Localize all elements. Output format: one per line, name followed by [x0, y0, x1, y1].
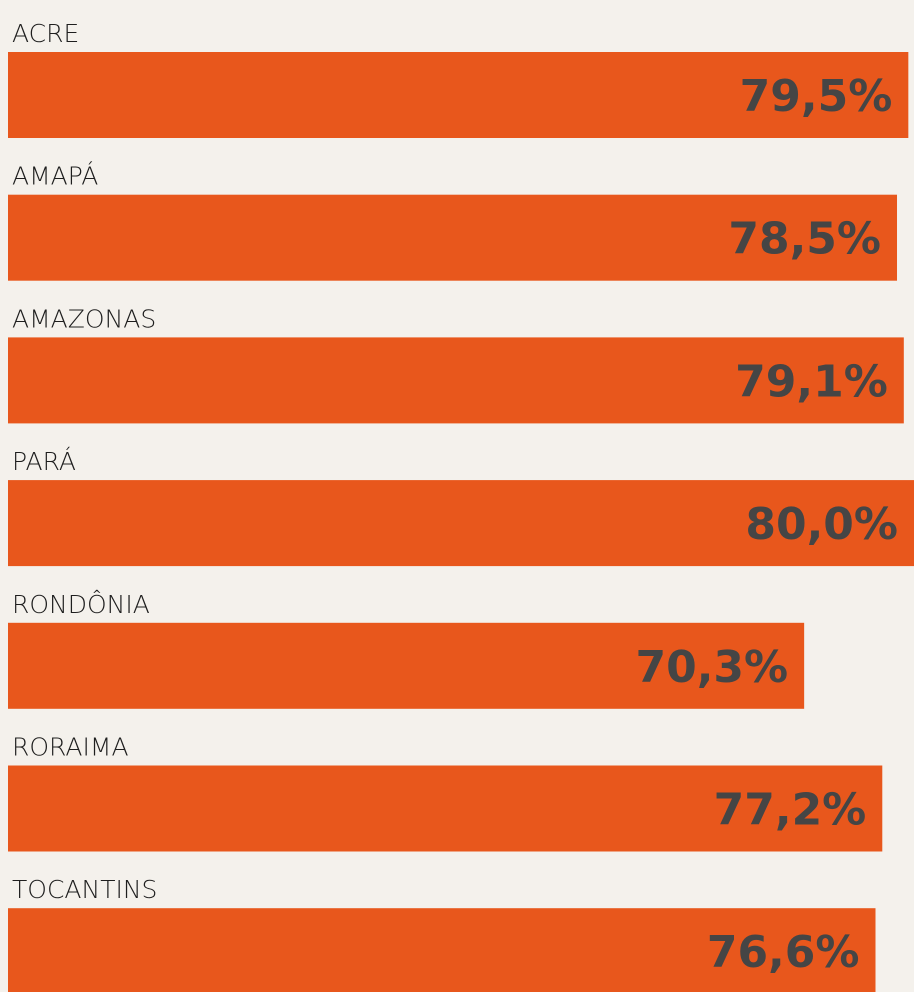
- value-label: 70,3%: [635, 642, 788, 693]
- value-label: 77,2%: [714, 785, 867, 836]
- category-label: AMAZONAS: [12, 304, 156, 333]
- category-label: ACRE: [12, 19, 79, 48]
- value-label: 76,6%: [707, 927, 860, 978]
- value-label: 78,5%: [728, 214, 881, 265]
- bar: [8, 765, 883, 852]
- bar: [8, 908, 876, 992]
- bar: [8, 622, 805, 709]
- bar: [8, 480, 914, 567]
- value-label: 80,0%: [745, 499, 898, 550]
- category-label: TOCANTINS: [12, 875, 157, 904]
- category-label: AMAPÁ: [12, 162, 98, 191]
- category-label: RONDÔNIA: [12, 589, 150, 619]
- category-label: PARÁ: [12, 447, 76, 476]
- value-label: 79,1%: [735, 356, 888, 407]
- category-label: RORAIMA: [12, 733, 129, 762]
- bar: [8, 194, 898, 281]
- bar: [8, 337, 904, 424]
- value-label: 79,5%: [740, 71, 893, 122]
- bar: [8, 52, 909, 138]
